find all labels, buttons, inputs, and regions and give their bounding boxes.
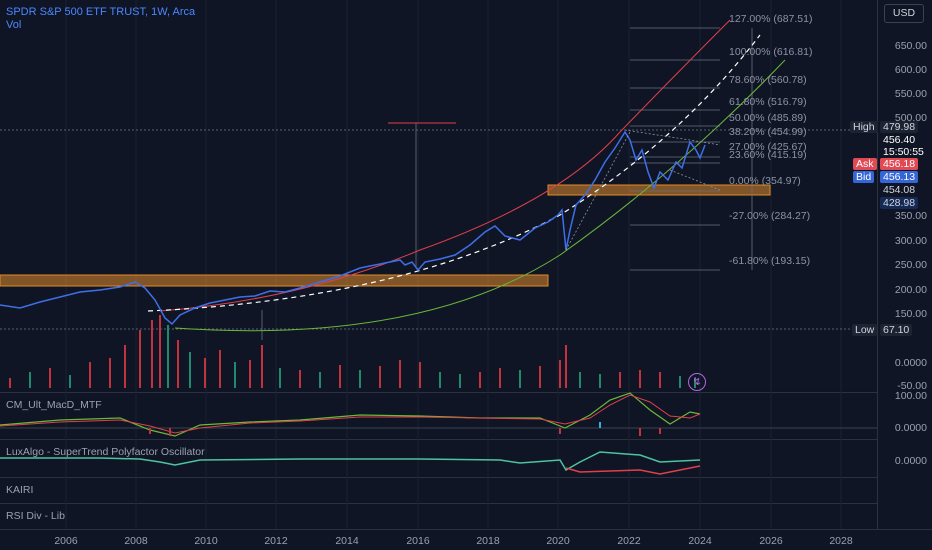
grid-lines <box>65 0 842 529</box>
fib-label: 38.20% (454.99) <box>729 126 807 138</box>
high-label: High <box>850 121 878 133</box>
fib-label: 61.80% (516.79) <box>729 96 807 108</box>
price-tick: 300.00 <box>894 235 927 247</box>
time-tick: 2008 <box>124 535 148 547</box>
volume-bars <box>9 315 696 388</box>
price-tick: 600.00 <box>894 64 927 76</box>
time-tick: 2024 <box>688 535 712 547</box>
upper-curve <box>159 19 731 312</box>
ask-label: Ask <box>853 158 877 170</box>
pane-separator[interactable] <box>0 477 932 478</box>
fib-label: 23.60% (415.19) <box>729 149 807 161</box>
fib-label: -27.00% (284.27) <box>729 210 811 222</box>
low-value-tag: 67.10 <box>880 324 913 336</box>
price-tick: 550.00 <box>894 88 927 100</box>
macd-pane[interactable] <box>0 393 877 438</box>
fib-label: 100.00% (616.81) <box>729 46 813 58</box>
symbol-title[interactable]: SPDR S&P 500 ETF TRUST, 1W, Arca <box>6 6 196 18</box>
fib-trend <box>624 129 721 146</box>
support-zone-lower <box>0 274 549 287</box>
indicator-label-rsi-div[interactable]: RSI Div - Lib <box>6 510 65 522</box>
support-zone-upper <box>547 184 771 196</box>
pane-separator <box>0 529 932 530</box>
supertrend-line <box>0 451 701 472</box>
supertrend-neg <box>565 465 701 475</box>
chart-graphics <box>0 0 877 529</box>
price-tick: 350.00 <box>894 210 927 222</box>
macd-tick: 0.0000 <box>894 422 927 434</box>
ask-value-tag: 456.18 <box>880 158 919 170</box>
currency-button[interactable]: USD <box>884 4 924 23</box>
volume-label[interactable]: Vol <box>6 19 22 31</box>
time-tick: 2028 <box>829 535 853 547</box>
time-tick: 2026 <box>759 535 783 547</box>
time-tick: 2010 <box>194 535 218 547</box>
time-tick: 2022 <box>617 535 641 547</box>
fib-label: 50.00% (485.89) <box>729 112 807 124</box>
price-axis[interactable]: USD 650.00 600.00 550.00 500.00 350.00 3… <box>877 0 932 529</box>
lower-curve <box>174 59 786 332</box>
high-value-tag: 479.98 <box>880 121 919 133</box>
indicator-label-macd[interactable]: CM_Ult_MacD_MTF <box>6 399 102 411</box>
price-tick: 250.00 <box>894 259 927 271</box>
time-tick: 2016 <box>406 535 430 547</box>
macd-histogram <box>149 422 661 436</box>
pane-separator[interactable] <box>0 392 932 393</box>
macd-tick: 100.00 <box>894 390 927 402</box>
fib-label: 0.00% (354.97) <box>729 175 801 187</box>
fib-label: -61.80% (193.15) <box>729 255 811 267</box>
time-axis[interactable] <box>0 530 932 550</box>
time-tick: 2020 <box>546 535 570 547</box>
low-label: Low <box>852 324 878 336</box>
indicator-label-supertrend[interactable]: LuxAlgo - SuperTrend Polyfactor Oscillat… <box>6 446 205 458</box>
price-tick: 650.00 <box>894 40 927 52</box>
price-tick: 150.00 <box>894 308 927 320</box>
pane-separator[interactable] <box>0 503 932 504</box>
price-tick: 200.00 <box>894 284 927 296</box>
bid-label: Bid <box>853 171 875 183</box>
time-tick: 2006 <box>54 535 78 547</box>
superTrend-pane[interactable] <box>0 440 877 476</box>
fib-lines <box>630 27 720 271</box>
indicator-label-kairi[interactable]: KAIRI <box>6 484 34 496</box>
time-tick: 2012 <box>264 535 288 547</box>
fib-label: 78.60% (560.78) <box>729 74 807 86</box>
fib-label: 127.00% (687.51) <box>729 13 813 25</box>
fib-label: 27.00% (425.67) <box>729 141 807 153</box>
volume-tick: -50.00 <box>897 380 927 392</box>
time-tick: 2014 <box>335 535 359 547</box>
kairi-pane[interactable] <box>0 478 877 502</box>
volume-tick: 0.0000 <box>894 357 927 369</box>
lightning-icon[interactable]: ↯ <box>688 373 706 391</box>
bid-value-tag: 456.13 <box>880 171 919 183</box>
rsi-div-pane[interactable] <box>0 504 877 528</box>
fib-trend-2 <box>669 169 721 191</box>
last-price-tag: 456.40 <box>880 134 919 146</box>
level-tag-2: 428.98 <box>880 197 919 209</box>
time-tick: 2018 <box>476 535 500 547</box>
macd-signal <box>0 394 701 434</box>
level-tag: 454.08 <box>880 184 919 196</box>
countdown-tag: 15:50:55 <box>880 146 927 158</box>
supertrend-tick: 0.0000 <box>894 455 927 467</box>
price-line <box>0 130 706 326</box>
pane-separator[interactable] <box>0 439 932 440</box>
